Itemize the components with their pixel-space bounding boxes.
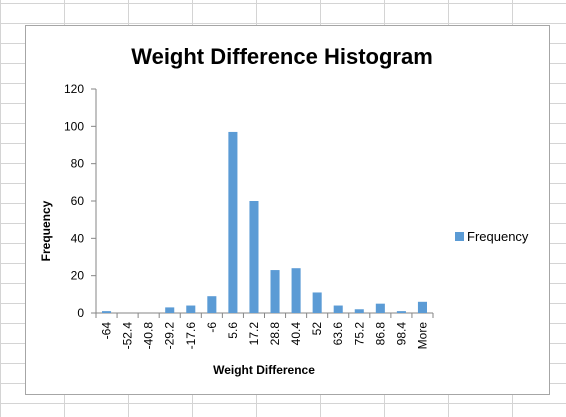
- histogram-bar: [354, 309, 364, 313]
- x-tick-label: 75.2: [352, 322, 366, 346]
- x-tick-label: -52.4: [121, 322, 135, 350]
- legend: Frequency: [455, 229, 529, 244]
- histogram-bar: [102, 311, 112, 313]
- y-tick-label: 40: [71, 231, 85, 245]
- y-tick-label: 60: [71, 194, 85, 208]
- y-axis-ticks: 0 20 40 60 80 100 120: [64, 82, 96, 320]
- histogram-bar: [186, 305, 196, 313]
- histogram-bar: [417, 301, 427, 313]
- histogram-bar: [291, 268, 301, 313]
- y-tick-label: 0: [77, 306, 84, 320]
- legend-label: Frequency: [467, 229, 529, 244]
- legend-swatch: [455, 232, 464, 241]
- x-tick-label: 86.8: [373, 322, 387, 346]
- x-axis-title: Weight Difference: [213, 363, 315, 377]
- chart-title: Weight Difference Histogram: [131, 44, 433, 69]
- plot-area: 0 20 40 60 80 100 120 -64 -52.4 -40.8 -29.2 -17.6-…: [64, 82, 434, 350]
- bar-series: [102, 131, 427, 313]
- x-axis-ticks: -64 -52.4 -40.8 -29.2 -17.6 -6 5.6 17.2 28.8 40.4…: [95, 313, 434, 350]
- y-tick-label: 80: [71, 157, 85, 171]
- histogram-chart: Weight Difference Histogram 0 20 40 60 80 100…: [39, 44, 529, 377]
- histogram-bar: [228, 131, 238, 313]
- x-tick-label: 98.4: [394, 322, 408, 346]
- x-tick-label: -64: [100, 322, 114, 340]
- histogram-bar: [249, 201, 259, 313]
- y-tick-label: 120: [64, 82, 84, 96]
- y-tick-label: 20: [71, 269, 85, 283]
- y-axis-title: Frequency: [39, 200, 53, 261]
- x-tick-label: -29.2: [163, 322, 177, 350]
- histogram-bar: [396, 311, 406, 313]
- histogram-bar: [207, 296, 217, 313]
- histogram-bar: [165, 307, 175, 313]
- x-tick-label: More: [415, 322, 429, 350]
- x-tick-label: 63.6: [331, 322, 345, 346]
- histogram-bar: [375, 303, 385, 313]
- x-tick-label: -6: [205, 322, 219, 333]
- histogram-bar: [270, 270, 280, 313]
- x-tick-label: 17.2: [247, 322, 261, 346]
- x-tick-label: -40.8: [142, 322, 156, 350]
- histogram-bar: [312, 292, 322, 313]
- x-tick-label: 5.6: [226, 322, 240, 339]
- x-tick-label: 28.8: [268, 322, 282, 346]
- x-tick-label: -17.6: [184, 322, 198, 350]
- x-tick-label: 52: [310, 322, 324, 336]
- histogram-bar: [333, 305, 343, 313]
- x-tick-label: 40.4: [289, 322, 303, 346]
- y-tick-label: 100: [64, 119, 84, 133]
- chart-area[interactable]: Weight Difference Histogram 0 20 40 60 80 100…: [25, 25, 550, 395]
